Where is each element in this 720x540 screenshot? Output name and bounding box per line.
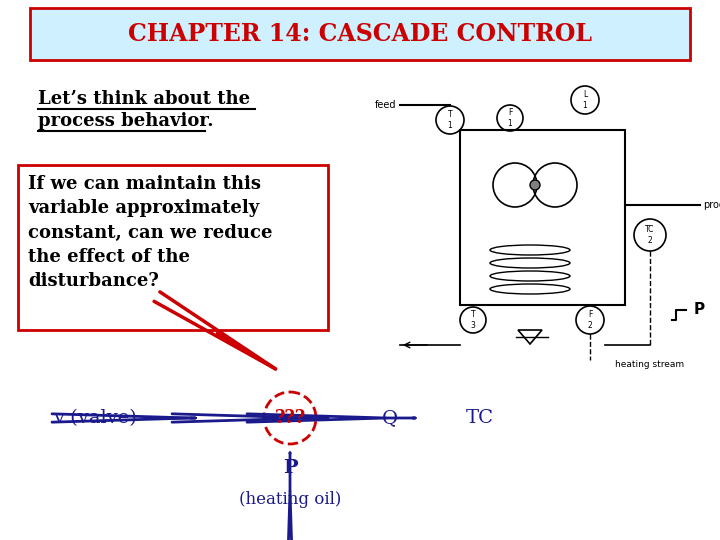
Text: product: product <box>703 200 720 210</box>
FancyBboxPatch shape <box>30 8 690 60</box>
Text: P: P <box>283 459 297 477</box>
FancyBboxPatch shape <box>18 165 328 330</box>
Text: TC: TC <box>466 409 494 427</box>
Text: v (valve): v (valve) <box>53 409 137 427</box>
Text: P: P <box>694 302 705 318</box>
Text: (heating oil): (heating oil) <box>239 491 341 509</box>
Text: Q: Q <box>382 409 398 427</box>
Text: L
1: L 1 <box>582 90 588 110</box>
Text: F
2: F 2 <box>588 310 593 330</box>
Circle shape <box>530 180 540 190</box>
Text: F
1: F 1 <box>508 109 513 127</box>
Text: feed: feed <box>374 100 396 110</box>
Text: If we can maintain this
variable approximately
constant, can we reduce
the effec: If we can maintain this variable approxi… <box>28 175 272 290</box>
Text: TC
2: TC 2 <box>645 225 654 245</box>
Text: heating stream: heating stream <box>616 360 685 369</box>
Bar <box>460 130 625 305</box>
Text: Let’s think about the: Let’s think about the <box>38 90 250 108</box>
Text: T
1: T 1 <box>448 110 452 130</box>
Text: T
3: T 3 <box>471 310 475 330</box>
Text: process behavior.: process behavior. <box>38 112 214 130</box>
Text: CHAPTER 14: CASCADE CONTROL: CHAPTER 14: CASCADE CONTROL <box>128 22 592 46</box>
Text: ???: ??? <box>274 409 305 427</box>
